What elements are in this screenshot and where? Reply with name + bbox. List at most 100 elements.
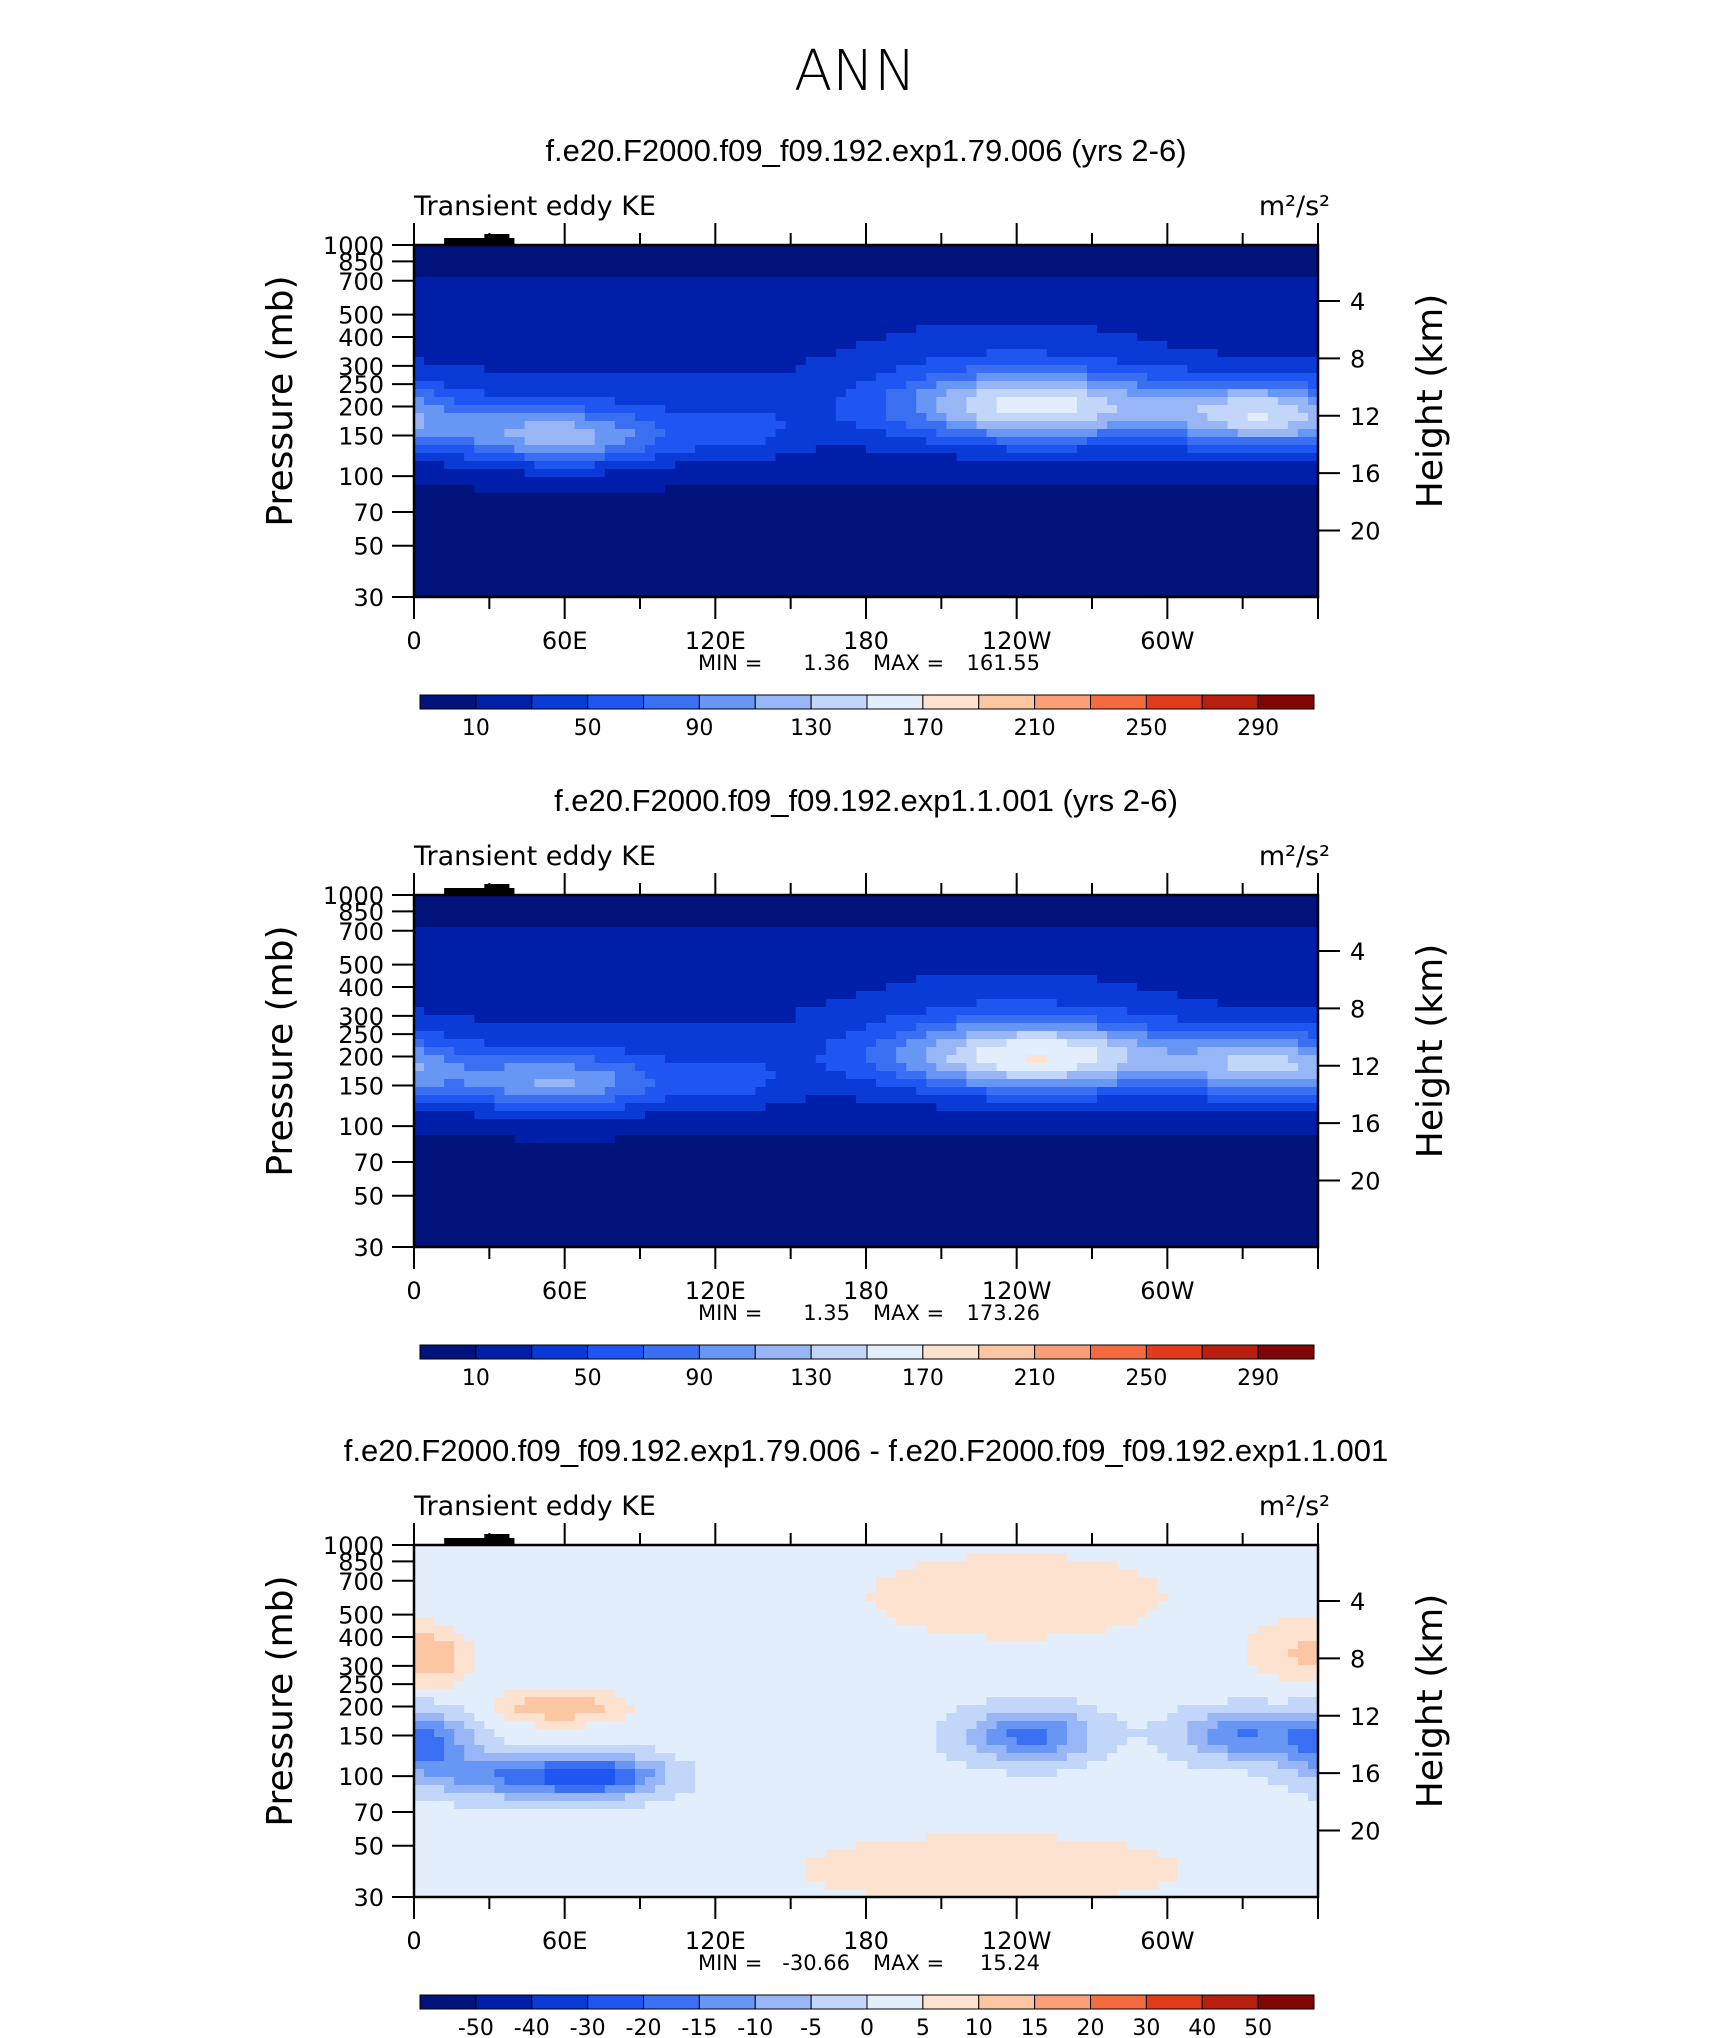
colorbar-swatch (1090, 1994, 1147, 2010)
pressure-tick-label: 850 (338, 248, 384, 276)
colorbar-label: 5 (916, 2016, 930, 2038)
contour-field (414, 1545, 1319, 1898)
x-tick-label: 120E (685, 627, 746, 655)
y-axis-title: Pressure (mb) (260, 275, 301, 526)
height-tick-label: 4 (1350, 1588, 1365, 1616)
colorbar-swatch (698, 1994, 756, 2010)
pressure-tick-label: 400 (338, 324, 384, 352)
variable-label: Transient eddy KE (413, 191, 656, 222)
pressure-tick-label: 250 (338, 1021, 384, 1049)
colorbar-label: -5 (800, 2016, 822, 2038)
x-tick-label: 180 (843, 1277, 889, 1305)
colorbar-swatch (922, 1994, 980, 2010)
max-label: MAX = (873, 1301, 944, 1325)
colorbar-swatch (531, 1994, 589, 2010)
pressure-tick-label: 150 (338, 422, 384, 450)
colorbar-label: 250 (1125, 716, 1167, 741)
pressure-tick-label: 100 (338, 1763, 384, 1791)
colorbar-label: 170 (902, 716, 944, 741)
x-tick-label: 60E (542, 627, 588, 655)
figure-title: ANN (794, 39, 916, 104)
pressure-tick-label: 400 (338, 974, 384, 1002)
pressure-tick-label: 1000 (323, 882, 384, 910)
colorbar-swatch (419, 1344, 477, 1360)
colorbar-label: 90 (685, 1366, 713, 1391)
min-label: MIN = (698, 1951, 762, 1975)
max-label: MAX = (873, 651, 944, 675)
colorbar-swatch (1257, 1344, 1315, 1360)
height-tick-label: 4 (1350, 288, 1365, 316)
height-tick-label: 20 (1350, 1817, 1381, 1845)
y2-axis-title: Height (km) (1410, 1594, 1451, 1808)
pressure-tick-label: 100 (338, 463, 384, 491)
terrain-mask (444, 1538, 515, 1545)
height-tick-label: 12 (1350, 1053, 1381, 1081)
x-tick-label: 0 (406, 1927, 421, 1955)
x-tick-label: 60W (1140, 1927, 1194, 1955)
contour-field (414, 245, 1319, 598)
min-value: 1.36 (803, 651, 850, 675)
colorbar-swatch (1201, 1994, 1259, 2010)
colorbar-label: 290 (1237, 1366, 1279, 1391)
height-tick-label: 16 (1350, 460, 1381, 488)
colorbar-swatch (866, 1994, 924, 2010)
colorbar-swatch (1145, 1994, 1203, 2010)
min-value: -30.66 (782, 1951, 850, 1975)
max-value: 15.24 (980, 1951, 1040, 1975)
height-tick-label: 16 (1350, 1110, 1381, 1138)
units-label: m²/s² (1259, 1491, 1330, 1522)
pressure-tick-label: 100 (338, 1113, 384, 1141)
y2-axis-title: Height (km) (1410, 294, 1451, 508)
panel-3: f.e20.F2000.f09_f09.192.exp1.79.006 - f.… (260, 1433, 1451, 2038)
pressure-tick-label: 500 (338, 1602, 384, 1630)
height-tick-label: 12 (1350, 1703, 1381, 1731)
colorbar-swatch (643, 694, 700, 710)
colorbar-label: 50 (1244, 2016, 1272, 2038)
colorbar-swatch (1145, 694, 1203, 710)
height-tick-label: 20 (1350, 517, 1381, 545)
min-label: MIN = (698, 651, 762, 675)
pressure-tick-label: 700 (338, 268, 384, 296)
colorbar-label: 10 (462, 716, 490, 741)
x-tick-label: 60E (542, 1927, 588, 1955)
panel-title: f.e20.F2000.f09_f09.192.exp1.79.006 (yrs… (545, 133, 1186, 168)
terrain-mask (444, 888, 515, 895)
colorbar-swatch (643, 1344, 700, 1360)
colorbar-label: 0 (860, 2016, 874, 2038)
colorbar-label: 50 (574, 716, 602, 741)
colorbar-label: 170 (902, 1366, 944, 1391)
colorbar-label: 210 (1014, 1366, 1056, 1391)
height-tick-label: 20 (1350, 1167, 1381, 1195)
colorbar-label: 20 (1077, 2016, 1105, 2038)
min-value: 1.35 (803, 1301, 850, 1325)
colorbar-label: -20 (626, 2016, 662, 2038)
y2-axis-title: Height (km) (1410, 944, 1451, 1158)
colorbar-swatch (1257, 1994, 1315, 2010)
x-tick-label: 0 (406, 1277, 421, 1305)
max-value: 161.55 (967, 651, 1040, 675)
colorbar-swatch (754, 694, 812, 710)
colorbar-swatch (810, 1344, 868, 1360)
colorbar-label: 250 (1125, 1366, 1167, 1391)
colorbar-label: 290 (1237, 716, 1279, 741)
colorbar-label: -15 (681, 2016, 717, 2038)
pressure-tick-label: 850 (338, 898, 384, 926)
colorbar: 10 50 90 130 170 210 250 290 (419, 1344, 1315, 1391)
colorbar-label: 15 (1021, 2016, 1049, 2038)
colorbar-swatch (475, 1344, 533, 1360)
colorbar-swatch (1034, 1344, 1091, 1360)
terrain-mask (484, 1534, 510, 1545)
colorbar-swatch (531, 1344, 589, 1360)
colorbar-label: -30 (570, 2016, 606, 2038)
colorbar-label: 130 (790, 716, 832, 741)
pressure-tick-label: 70 (353, 499, 384, 527)
pressure-tick-label: 50 (353, 533, 384, 561)
pressure-tick-label: 300 (338, 353, 384, 381)
pressure-tick-label: 700 (338, 1568, 384, 1596)
panel-1: f.e20.F2000.f09_f09.192.exp1.79.006 (yrs… (260, 133, 1451, 741)
pressure-tick-label: 850 (338, 1548, 384, 1576)
x-tick-label: 60E (542, 1277, 588, 1305)
pressure-tick-label: 200 (338, 394, 384, 422)
x-tick-label: 180 (843, 627, 889, 655)
